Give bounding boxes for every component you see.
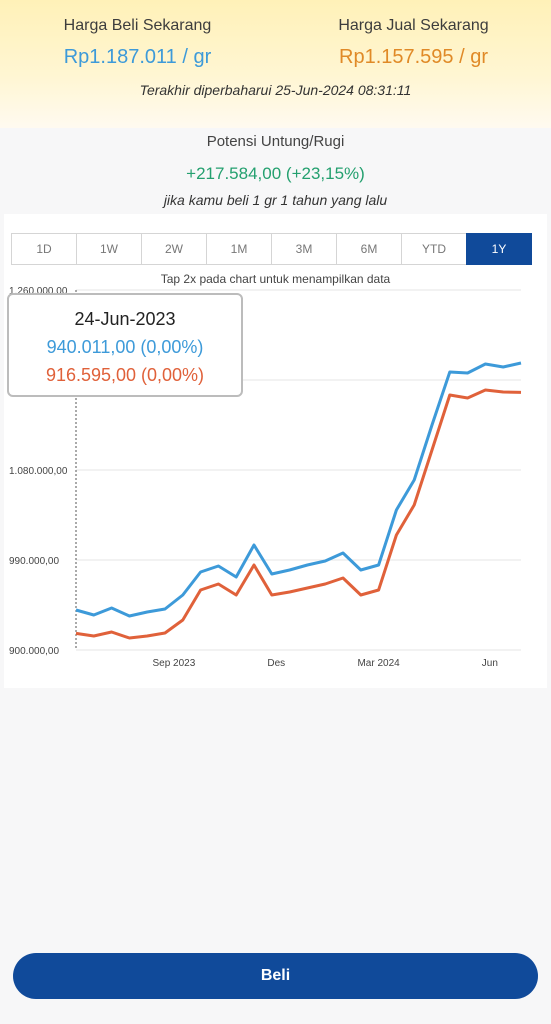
potential-gain-title: Potensi Untung/Rugi <box>206 133 345 150</box>
tab-1d[interactable]: 1D <box>11 233 77 265</box>
potential-gain-value: +217.584,00 (+23,15%) <box>186 164 365 183</box>
series-line-sell <box>75 388 522 640</box>
buy-price-value: Rp1.187.011 / gr <box>63 46 212 68</box>
x-tick-label-1: Des <box>267 658 285 669</box>
price-header: Harga Beli Sekarang Rp1.187.011 / gr Har… <box>0 0 551 128</box>
tooltip-buy-value: 940.011,00 (0,00%) <box>46 337 204 357</box>
y-tick-label-1: 990.000,00 <box>9 556 59 567</box>
tab-3m[interactable]: 3M <box>271 233 337 265</box>
sell-price-value: Rp1.157.595 / gr <box>339 46 488 68</box>
y-tick-label-2: 1.080.000,00 <box>9 466 68 477</box>
last-updated-text: Terakhir diperbaharui 25-Jun-2024 08:31:… <box>139 82 412 98</box>
potential-gain-note: jika kamu beli 1 gr 1 tahun yang lalu <box>163 192 388 208</box>
series-line-buy <box>75 361 522 618</box>
tab-2w[interactable]: 2W <box>141 233 207 265</box>
sell-price-block: Harga Jual Sekarang Rp1.157.595 / gr <box>276 16 551 70</box>
buy-price-label: Harga Beli Sekarang <box>63 17 212 34</box>
beli-button[interactable]: Beli <box>13 953 538 999</box>
x-tick-label-2: Mar 2024 <box>357 658 400 669</box>
chart-tooltip: 24-Jun-2023 940.011,00 (0,00%) 916.595,0… <box>7 293 243 397</box>
chart-hint: Tap 2x pada chart untuk menampilkan data <box>160 272 391 286</box>
y-tick-label-4: 1.260.000,00 <box>9 286 68 297</box>
x-tick-label-3: Jun <box>482 658 498 669</box>
chart-card: 1D 1W 2W 1M 3M 6M YTD 1Y Tap 2x pada cha… <box>4 214 547 688</box>
sell-price-label: Harga Jual Sekarang <box>338 17 489 34</box>
tooltip-sell-value: 916.595,00 (0,00%) <box>45 365 205 385</box>
range-tabs: 1D 1W 2W 1M 3M 6M YTD 1Y <box>11 233 532 265</box>
tab-1w[interactable]: 1W <box>76 233 142 265</box>
tab-1y[interactable]: 1Y <box>466 233 532 265</box>
buy-price-block: Harga Beli Sekarang Rp1.187.011 / gr <box>0 16 275 70</box>
x-tick-label-0: Sep 2023 <box>152 658 195 669</box>
tooltip-date: 24-Jun-2023 <box>74 309 176 329</box>
y-tick-label-0: 900.000,00 <box>9 646 59 657</box>
potential-gain-section: Potensi Untung/Rugi +217.584,00 (+23,15%… <box>0 128 551 210</box>
price-chart[interactable]: 900.000,00990.000,001.080.000,001.170.00… <box>4 214 547 688</box>
tab-ytd[interactable]: YTD <box>401 233 467 265</box>
